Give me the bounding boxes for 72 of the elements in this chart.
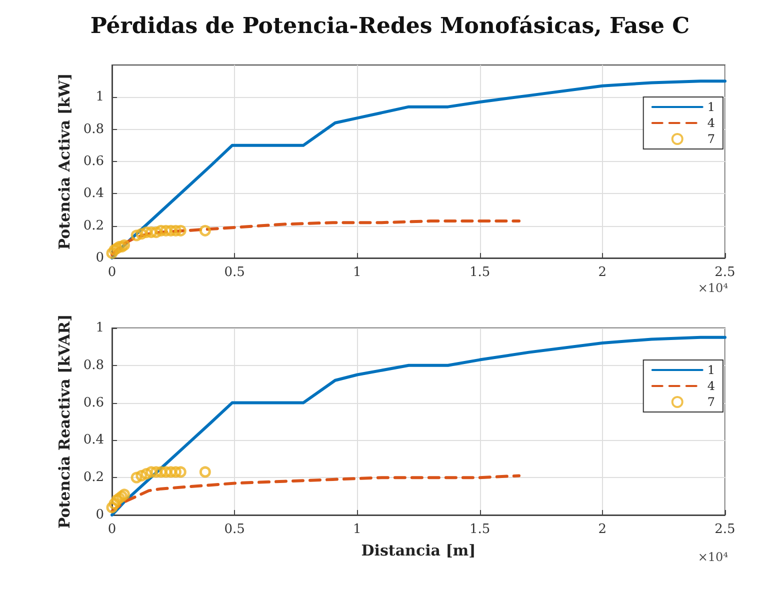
y-axis-title: Potencia Reactiva [kVAR] [56, 314, 74, 529]
point [111, 494, 123, 506]
point [116, 490, 128, 502]
point [108, 244, 120, 256]
point [118, 488, 130, 500]
point [106, 502, 118, 514]
point [116, 240, 128, 252]
x-tick-label: 2 [598, 265, 607, 280]
point [130, 472, 142, 484]
point [174, 466, 186, 478]
point [199, 224, 211, 236]
x-tick-label: 1.5 [469, 265, 490, 280]
legend-label: 7 [707, 395, 716, 409]
point [130, 230, 142, 242]
point [140, 226, 152, 238]
point [145, 466, 157, 478]
y-tick-label: 0.2 [83, 470, 104, 486]
text: ×10⁴ [698, 281, 728, 295]
chart-title: Pérdidas de Potencia-Redes Monofásicas, Fase C [90, 13, 690, 39]
y-tick-label: 0.4 [83, 186, 104, 202]
line-series [110, 474, 521, 513]
y-tick-label: 0.2 [83, 218, 104, 234]
x-tick-label: 2.5 [714, 522, 736, 537]
x-tick-label: 1 [353, 522, 362, 537]
y-tick-label: 0.6 [83, 154, 104, 169]
y-tick-label: 0.8 [83, 358, 104, 373]
x-tick-label: 2 [598, 522, 607, 537]
legend-label: 1 [707, 363, 716, 377]
point [136, 228, 148, 240]
point [170, 466, 182, 478]
x-tick-label: 2.5 [714, 265, 736, 280]
point [160, 224, 172, 236]
y-tick-label: 0 [96, 250, 104, 266]
point [160, 466, 172, 478]
point [150, 466, 162, 478]
point [114, 492, 126, 504]
point [174, 224, 186, 236]
x-tick-label: 0 [108, 522, 116, 537]
y-tick-label: 1 [96, 90, 104, 105]
y-tick-label: 0.4 [83, 432, 104, 448]
legend-label: 4 [707, 116, 716, 130]
point [108, 498, 120, 510]
x-tick-label: 0.5 [224, 522, 245, 537]
y-tick-label: 0.8 [83, 122, 104, 137]
x-tick-label: 1.5 [469, 522, 490, 537]
legend-label: 7 [707, 132, 716, 146]
point [165, 224, 177, 236]
y-tick-label: 0 [96, 508, 104, 522]
legend-label: 4 [707, 379, 716, 393]
y-tick-label: 1 [96, 320, 104, 336]
legend-label: 1 [707, 100, 716, 114]
x-tick-label: 0.5 [224, 265, 245, 280]
point [150, 226, 162, 238]
point [170, 224, 182, 236]
point [111, 242, 123, 254]
point [155, 224, 167, 236]
x-tick-label: 0 [108, 265, 116, 280]
point [118, 239, 130, 251]
point [136, 470, 148, 482]
y-tick-label: 0.6 [83, 395, 104, 410]
point [114, 240, 126, 252]
x-axis-title: Distancia [m] [361, 542, 476, 560]
line-series [110, 220, 521, 256]
point [145, 226, 157, 238]
text: ×10⁴ [698, 550, 728, 564]
point [140, 468, 152, 480]
point [165, 466, 177, 478]
y-axis-title: Potencia Activa [kW] [56, 73, 74, 250]
point [106, 247, 118, 259]
x-tick-label: 1 [353, 265, 362, 280]
point [155, 466, 167, 478]
point [199, 466, 211, 478]
